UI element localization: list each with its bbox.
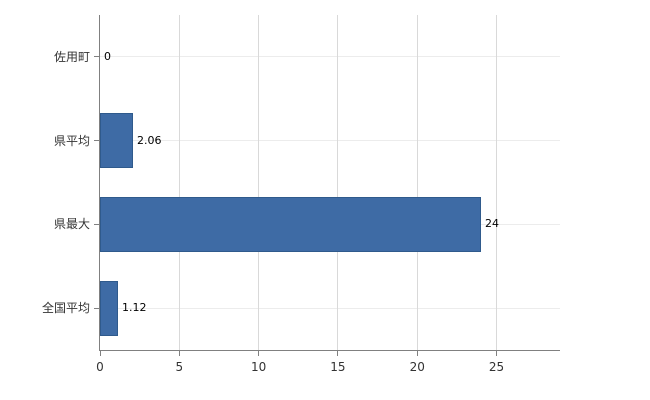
bar [100,281,118,336]
x-tick-mark [258,351,260,356]
axis-x [99,350,560,351]
x-tick-mark [99,351,101,356]
x-tick-mark [496,351,498,356]
axis-y [99,15,100,351]
x-tick-label: 10 [250,360,267,374]
gridline-vertical [258,15,260,350]
x-tick-mark [337,351,339,356]
gridline-vertical [178,15,180,350]
gridline-horizontal [100,140,560,142]
x-tick-label: 20 [409,360,425,374]
gridline-vertical [337,15,339,350]
y-tick-mark [94,223,100,225]
x-tick-mark [178,351,180,356]
bar-value-label: 0 [104,50,111,63]
bar [100,197,481,252]
bar [100,113,133,168]
category-label: 佐用町 [53,50,90,64]
x-tick-label: 25 [488,360,505,374]
gridline-horizontal [100,56,560,58]
x-tick-mark [416,351,418,356]
y-tick-mark [94,56,100,58]
x-tick-label: 15 [330,360,346,374]
bar-value-label: 24 [485,217,499,230]
gridline-vertical [496,15,498,350]
bar-value-label: 1.12 [122,301,147,314]
x-tick-label: 5 [175,360,184,374]
gridline-horizontal [100,307,560,309]
category-label: 県最大 [53,217,90,231]
category-label: 県平均 [53,134,90,148]
bar-value-label: 2.06 [137,134,162,147]
gridline-vertical [416,15,418,350]
category-label: 全国平均 [41,301,90,315]
y-tick-mark [94,140,100,142]
y-tick-mark [94,307,100,309]
x-tick-label: 0 [96,360,104,374]
